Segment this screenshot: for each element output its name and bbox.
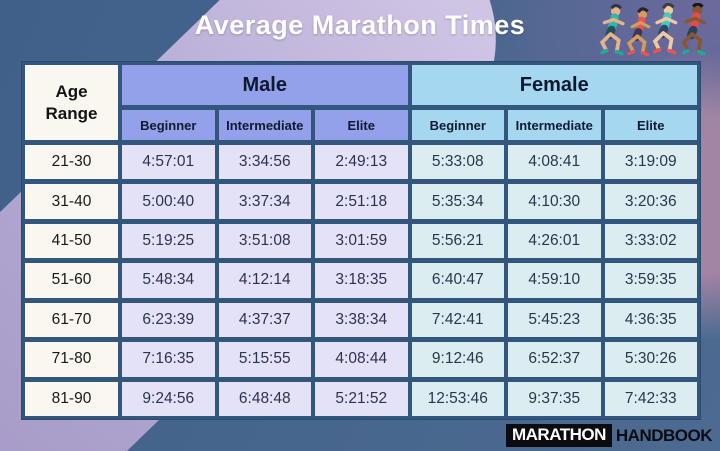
time-cell: 9:12:46: [411, 342, 504, 377]
time-cell: 7:16:35: [122, 342, 215, 377]
time-cell: 4:57:01: [122, 145, 215, 180]
subheader-male-elite: Elite: [315, 110, 408, 140]
logo-marathon-text: MARATHON: [505, 424, 612, 447]
age-cell: 31-40: [25, 184, 118, 219]
logo-handbook-text: HANDBOOK: [615, 425, 713, 445]
time-cell: 4:37:37: [218, 302, 311, 338]
time-cell: 5:21:52: [315, 381, 408, 416]
time-cell: 9:24:56: [122, 381, 215, 416]
time-cell: 5:30:26: [604, 342, 697, 377]
time-cell: 2:49:13: [315, 145, 408, 180]
time-cell: 3:38:34: [315, 302, 408, 338]
time-cell: 3:18:35: [315, 263, 408, 298]
runner-group-icon: [599, 3, 707, 57]
subheader-female-intermediate: Intermediate: [508, 110, 601, 140]
time-cell: 5:33:08: [411, 145, 504, 180]
time-cell: 6:48:48: [218, 381, 311, 416]
time-cell: 4:08:41: [508, 145, 601, 180]
time-cell: 4:36:35: [604, 302, 697, 338]
time-cell: 3:51:08: [218, 223, 311, 259]
subheader-female-elite: Elite: [604, 110, 697, 140]
time-cell: 4:12:14: [218, 263, 311, 298]
time-cell: 5:45:23: [508, 302, 601, 338]
time-cell: 4:26:01: [508, 223, 601, 259]
time-cell: 7:42:41: [411, 302, 504, 338]
header-female: Female: [411, 65, 697, 105]
time-cell: 3:01:59: [315, 223, 408, 259]
age-cell: 81-90: [25, 381, 118, 416]
marathon-times-table: Age Range Male Female Beginner Intermedi…: [22, 62, 700, 419]
time-cell: 5:19:25: [122, 223, 215, 259]
age-cell: 21-30: [25, 145, 118, 180]
subheader-male-intermediate: Intermediate: [218, 110, 311, 140]
time-cell: 6:40:47: [411, 263, 504, 298]
time-cell: 3:20:36: [604, 184, 697, 219]
header-age-range: Age Range: [25, 65, 118, 140]
time-cell: 5:48:34: [122, 263, 215, 298]
time-cell: 3:33:02: [604, 223, 697, 259]
subheader-female-beginner: Beginner: [411, 110, 504, 140]
time-cell: 6:52:37: [508, 342, 601, 377]
time-cell: 3:37:34: [218, 184, 311, 219]
time-cell: 3:34:56: [218, 145, 311, 180]
time-cell: 4:08:44: [315, 342, 408, 377]
time-cell: 4:10:30: [508, 184, 601, 219]
age-cell: 61-70: [25, 302, 118, 338]
time-cell: 5:00:40: [122, 184, 215, 219]
time-cell: 9:37:35: [508, 381, 601, 416]
time-cell: 7:42:33: [604, 381, 697, 416]
time-cell: 12:53:46: [411, 381, 504, 416]
time-cell: 4:59:10: [508, 263, 601, 298]
time-cell: 3:19:09: [604, 145, 697, 180]
time-cell: 3:59:35: [604, 263, 697, 298]
time-cell: 6:23:39: [122, 302, 215, 338]
time-cell: 5:56:21: [411, 223, 504, 259]
marathon-handbook-logo: MARATHON HANDBOOK: [505, 424, 713, 447]
subheader-male-beginner: Beginner: [122, 110, 215, 140]
age-cell: 41-50: [25, 223, 118, 259]
page-title: Average Marathon Times: [194, 10, 526, 40]
time-cell: 5:35:34: [411, 184, 504, 219]
age-cell: 51-60: [25, 263, 118, 298]
time-cell: 2:51:18: [315, 184, 408, 219]
header-male: Male: [122, 65, 408, 105]
time-cell: 5:15:55: [218, 342, 311, 377]
age-cell: 71-80: [25, 342, 118, 377]
